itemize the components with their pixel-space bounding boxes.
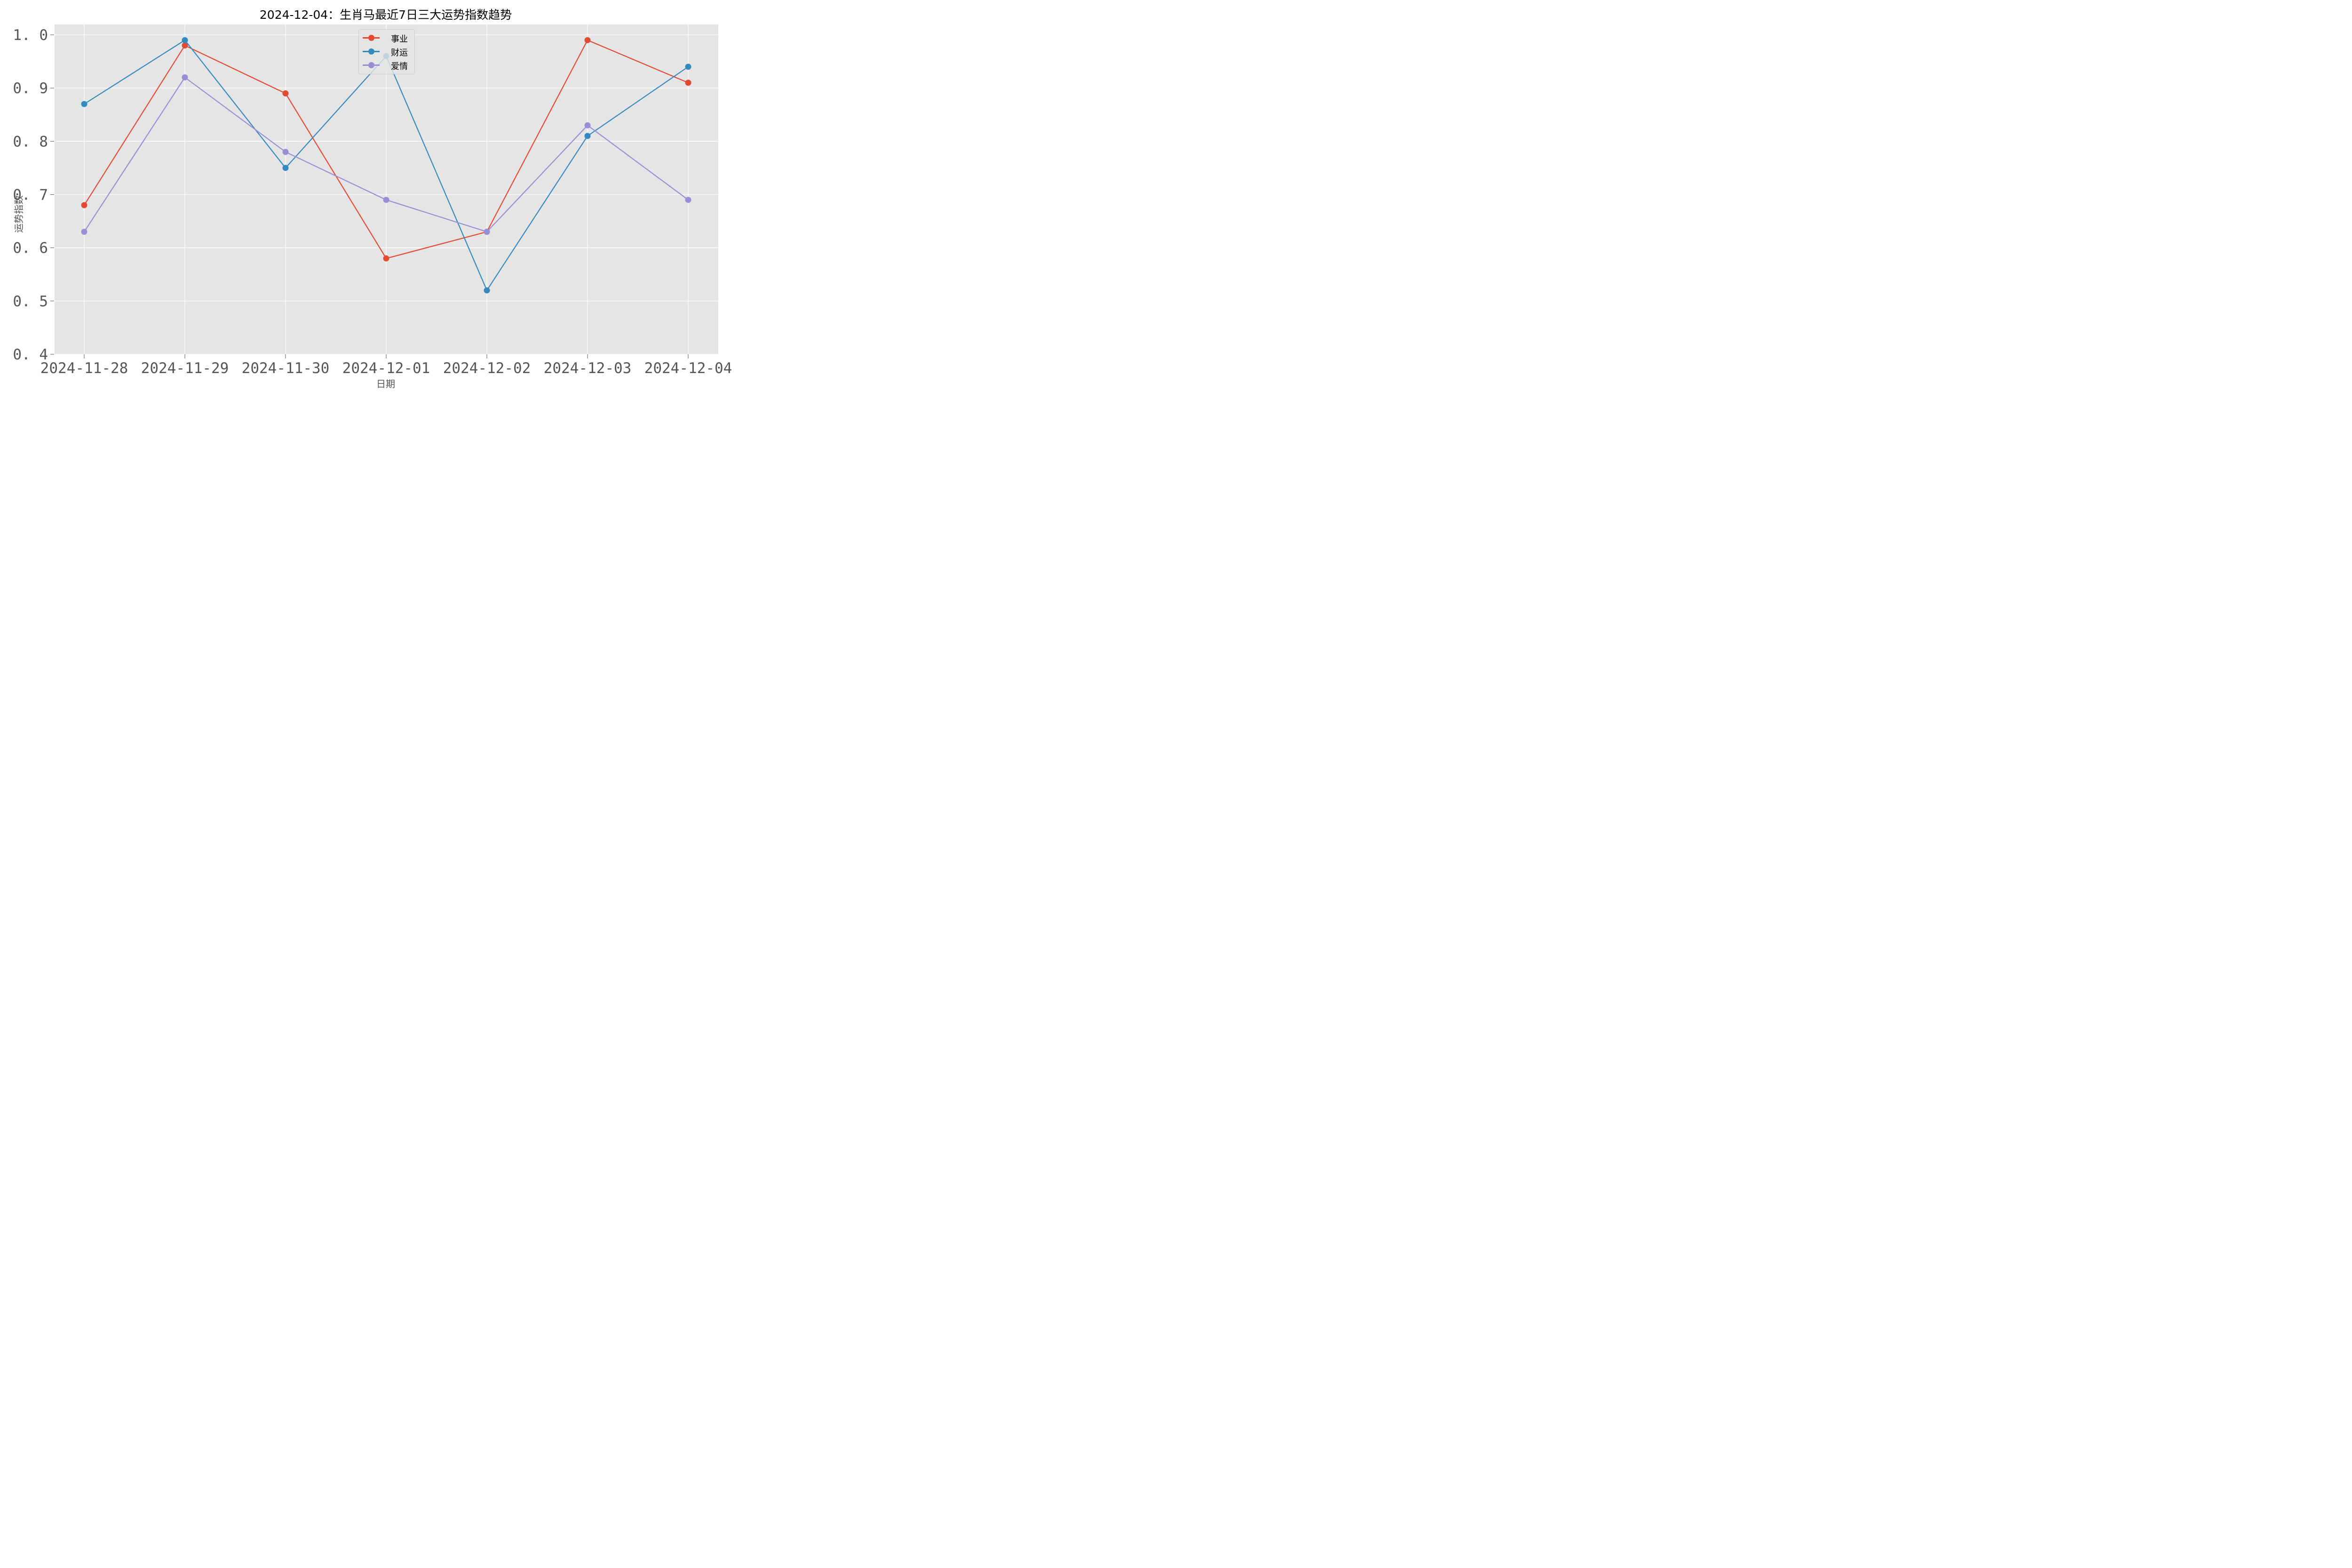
data-point-marker <box>182 37 188 43</box>
series-爱情 <box>81 74 691 235</box>
legend-marker-icon <box>368 48 374 55</box>
y-tick-label: 0. 5 <box>13 293 48 310</box>
y-axis-label: 运势指数 <box>13 195 24 233</box>
chart-title: 2024-12-04：生肖马最近7日三大运势指数趋势 <box>259 8 512 22</box>
y-tick-label: 0. 7 <box>13 187 48 204</box>
data-point-marker <box>81 202 87 208</box>
data-point-marker <box>282 90 289 96</box>
x-tick-label: 2024-11-30 <box>242 360 330 377</box>
data-point-marker <box>182 74 188 81</box>
x-axis-label: 日期 <box>376 378 395 390</box>
data-point-marker <box>484 229 490 235</box>
x-tick-label: 2024-11-28 <box>40 360 128 377</box>
x-tick-label: 2024-12-04 <box>644 360 732 377</box>
data-point-marker <box>282 149 289 155</box>
legend-label: 财运 <box>391 48 408 58</box>
y-tick-label: 0. 9 <box>13 80 48 97</box>
data-point-marker <box>282 165 289 171</box>
data-point-marker <box>584 133 591 139</box>
line-chart: 0. 4 0. 5 0. 6 0. 7 0. 8 0. 9 1. 0 2024-11-28 20… <box>13 24 732 377</box>
legend-marker-icon <box>368 35 374 41</box>
legend-item-wealth: 财运 <box>359 45 414 58</box>
x-tick-label: 2024-12-01 <box>342 360 430 377</box>
data-point-marker <box>685 80 691 86</box>
data-point-marker <box>81 101 87 107</box>
y-axis-label-wrap: 运势指数 <box>4 169 24 233</box>
data-point-marker <box>685 197 691 203</box>
legend-item-love: 爱情 <box>359 59 414 72</box>
data-point-marker <box>383 197 389 203</box>
legend-label: 事业 <box>391 34 408 44</box>
legend-label: 爱情 <box>391 62 408 72</box>
data-point-marker <box>584 37 591 43</box>
legend-item-career: 事业 <box>359 32 414 45</box>
y-tick-label: 0. 4 <box>13 346 48 363</box>
data-point-marker <box>685 64 691 70</box>
x-tick-label: 2024-12-03 <box>544 360 632 377</box>
legend-marker-icon <box>368 62 374 68</box>
y-tick-label: 1. 0 <box>13 27 48 44</box>
x-tick-label: 2024-12-02 <box>443 360 531 377</box>
data-point-marker <box>383 255 389 262</box>
data-point-marker <box>584 122 591 128</box>
legend: 事业 财运 爱情 <box>358 29 415 74</box>
y-tick-label: 0. 8 <box>13 133 48 150</box>
y-tick-label: 0. 6 <box>13 240 48 257</box>
data-point-marker <box>484 287 490 294</box>
data-point-marker <box>182 42 188 49</box>
data-point-marker <box>81 229 87 235</box>
x-tick-label: 2024-11-29 <box>141 360 229 377</box>
